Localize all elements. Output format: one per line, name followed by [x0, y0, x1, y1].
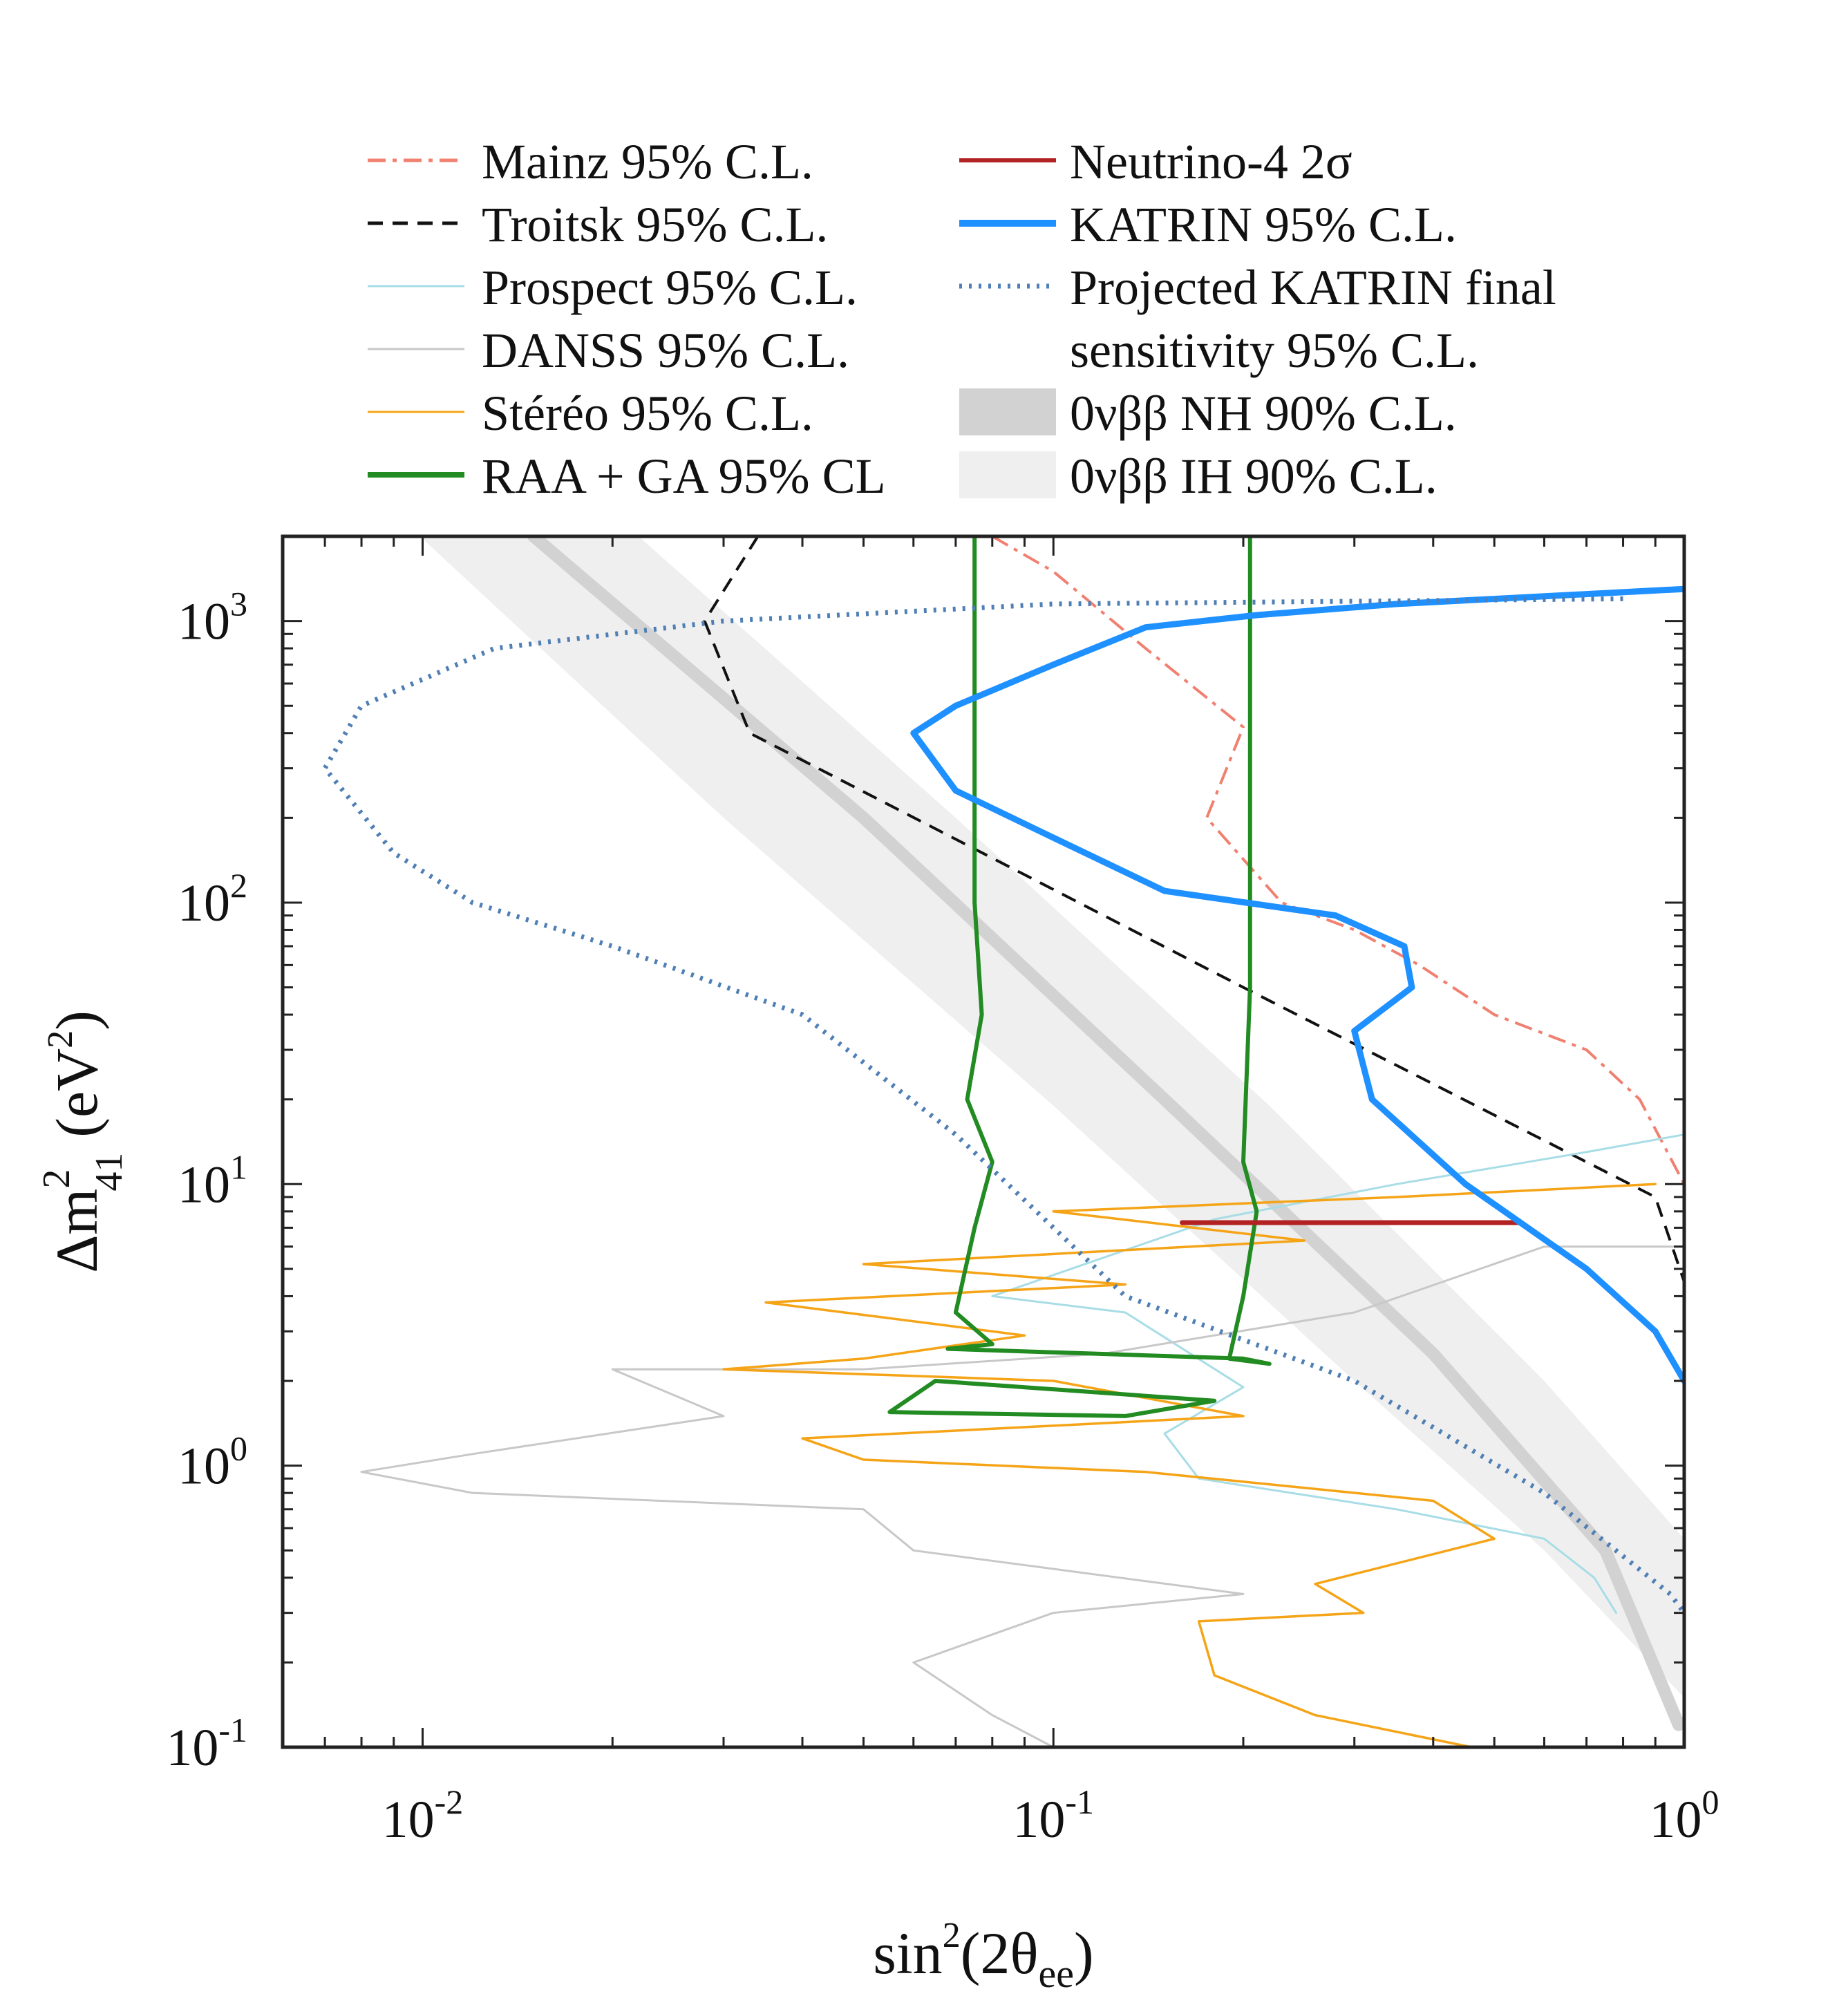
series-line-2: [991, 1133, 1684, 1614]
series-line-4: [722, 1183, 1657, 1747]
legend-label: DANSS 95% C.L.: [482, 323, 849, 378]
series-line-5: [945, 536, 1272, 1366]
legend-label: 0νββ NH 90% C.L.: [1070, 386, 1457, 441]
series-lines: [322, 536, 1684, 1747]
y-tick-label: 102: [178, 866, 247, 932]
legend-label: Troitsk 95% C.L.: [482, 197, 828, 252]
legend-label: Prospect 95% C.L.: [482, 260, 858, 315]
y-tick-label: 103: [178, 585, 247, 651]
legend-label: Neutrino-4 2σ: [1070, 134, 1352, 189]
legend-label: sensitivity 95% C.L.: [1070, 323, 1479, 378]
legend-label: KATRIN 95% C.L.: [1070, 197, 1457, 252]
legend-swatch: [959, 388, 1056, 435]
axis-ticks: [281, 535, 1686, 1749]
legend-label: Projected KATRIN final: [1070, 260, 1556, 315]
series-line-3: [360, 1245, 1684, 1747]
legend-label: RAA + GA 95% CL: [482, 449, 886, 504]
bands: [419, 536, 1684, 1731]
x-tick-label: 10-1: [1012, 1782, 1094, 1849]
series-line-6: [887, 1379, 1217, 1418]
x-axis-label: sin2(2θee): [873, 1916, 1093, 1996]
series-line-8: [910, 585, 1684, 1384]
legend-label: Stéréo 95% C.L.: [482, 386, 813, 441]
y-tick-label: 101: [178, 1147, 247, 1214]
x-tick-label: 10-2: [382, 1782, 464, 1849]
legend-label: 0νββ IH 90% C.L.: [1070, 449, 1437, 504]
tick-labels: 10-2 10-1 100 10-1 100 101 102 103: [166, 585, 1719, 1849]
series-line-9: [322, 596, 1684, 1614]
legend-swatch: [959, 451, 1056, 498]
legend-label: Mainz 95% C.L.: [482, 134, 813, 189]
y-tick-label: 10-1: [166, 1711, 247, 1777]
plot-frame: [281, 534, 1686, 1749]
series-line-1: [703, 536, 1684, 1283]
band-nh-90cl: [527, 536, 1684, 1731]
band-ih-90cl: [419, 536, 1684, 1698]
y-axis-label: Δm2 41(eV2): [35, 1010, 131, 1273]
y-tick-label: 100: [178, 1429, 247, 1496]
x-tick-label: 100: [1650, 1782, 1719, 1849]
legend: Mainz 95% C.L. Troitsk 95% C.L. Prospect 9…: [368, 134, 1556, 504]
